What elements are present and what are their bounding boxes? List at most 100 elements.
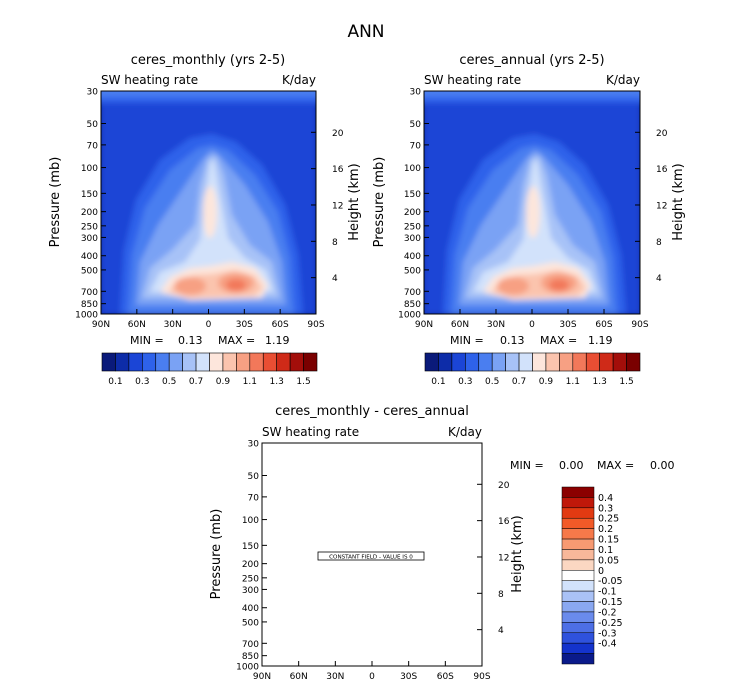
colorbar-swatch xyxy=(222,352,237,372)
min-label: MIN = xyxy=(450,334,484,347)
colorbar-swatch xyxy=(572,352,587,372)
panel-units-label: K/day xyxy=(606,73,640,87)
colorbar-label: 0.7 xyxy=(512,377,526,387)
field-band-level-13 xyxy=(549,279,569,291)
panel-left-label: SW heating rate xyxy=(424,73,521,87)
field-band-level-11 xyxy=(497,277,529,295)
colorbar-swatch xyxy=(518,352,533,372)
colorbar-label: 0.1 xyxy=(598,545,613,556)
height-tick-label: 8 xyxy=(332,238,338,248)
y-tick-label: 100 xyxy=(242,516,259,526)
y-tick-label: 700 xyxy=(242,640,259,650)
colorbar-swatch xyxy=(561,559,595,571)
height-tick-label: 4 xyxy=(498,626,504,636)
y-tick-label: 300 xyxy=(404,234,421,244)
x-axis-latitude: 90N 60N 30N 0 30S 60S 90S xyxy=(92,309,325,330)
panel-units-label: K/day xyxy=(282,73,316,87)
colorbar-swatch xyxy=(561,642,595,654)
y-tick-label: 50 xyxy=(87,120,99,130)
field-band-upper-layer xyxy=(424,97,640,103)
colorbar-label: 0.3 xyxy=(598,503,613,514)
y-tick-label: 50 xyxy=(248,472,260,482)
colorbar-label: 1.5 xyxy=(296,377,310,387)
colorbar-label: -0.1 xyxy=(598,587,617,598)
height-tick-label: 8 xyxy=(498,590,504,600)
colorbar-swatch xyxy=(262,352,277,372)
y-axis-height: 20 16 12 8 4 xyxy=(311,129,344,284)
y-tick-label: 30 xyxy=(87,88,99,98)
colorbar-swatch xyxy=(599,352,614,372)
colorbar-swatch xyxy=(438,352,453,372)
colorbar-label: 0.7 xyxy=(189,377,203,387)
y-tick-label: 1000 xyxy=(236,663,259,673)
colorbar-label: 0.25 xyxy=(598,514,619,525)
colorbar-swatch xyxy=(561,517,595,529)
y-tick-label: 850 xyxy=(81,300,98,310)
colorbar-swatch xyxy=(561,580,595,592)
x-tick-label: 30N xyxy=(164,320,182,330)
x-tick-label: 90N xyxy=(253,672,271,682)
y-tick-label: 700 xyxy=(81,288,98,298)
colorbar: 0.1 0.3 0.5 0.7 0.9 1.1 1.3 1.5 xyxy=(101,352,318,387)
x-tick-label: 60N xyxy=(290,672,308,682)
colorbar-swatch xyxy=(561,486,595,498)
panel-title: ceres_annual (yrs 2-5) xyxy=(459,53,604,68)
colorbar-label: 0.2 xyxy=(598,524,613,535)
height-tick-label: 16 xyxy=(656,165,668,175)
colorbar-swatch xyxy=(561,590,595,602)
colorbar-swatch xyxy=(101,352,116,372)
y-tick-label: 70 xyxy=(87,141,99,151)
colorbar-swatch xyxy=(465,352,480,372)
y-tick-label: 200 xyxy=(81,208,98,218)
y-axis-right-label: Height (km) xyxy=(510,515,525,592)
colorbar-swatch xyxy=(561,632,595,644)
field-band-level-11 xyxy=(174,277,206,295)
y-tick-label: 250 xyxy=(242,574,259,584)
height-tick-label: 20 xyxy=(332,129,344,139)
x-tick-label: 30S xyxy=(400,672,417,682)
colorbar-label: 0.3 xyxy=(135,377,149,387)
panel-ceres-monthly: ceres_monthly (yrs 2-5) SW heating rate … xyxy=(48,53,362,387)
colorbar-swatch xyxy=(561,538,595,550)
heatmap-field xyxy=(424,91,640,314)
x-tick-label: 30S xyxy=(559,320,576,330)
colorbar-vertical: 0.40.30.250.20.150.10.050-0.05-0.1-0.15-… xyxy=(561,486,623,665)
colorbar-swatch xyxy=(559,352,574,372)
colorbar-swatch xyxy=(276,352,291,372)
panel-units-label: K/day xyxy=(448,425,482,439)
field-band-level-8 xyxy=(203,186,217,238)
colorbar-label: -0.4 xyxy=(598,639,617,650)
x-tick-label: 90N xyxy=(92,320,110,330)
panel-title: ceres_monthly (yrs 2-5) xyxy=(131,53,285,68)
x-tick-label: 0 xyxy=(369,672,375,682)
x-tick-label: 60N xyxy=(451,320,469,330)
y-tick-label: 70 xyxy=(410,141,422,151)
x-tick-label: 90S xyxy=(473,672,490,682)
colorbar-swatch xyxy=(561,497,595,509)
y-tick-label: 300 xyxy=(242,586,259,596)
y-tick-label: 400 xyxy=(242,604,259,614)
colorbar-swatch xyxy=(195,352,210,372)
field-band-stratosphere xyxy=(101,91,316,97)
min-label: MIN = xyxy=(130,334,164,347)
colorbar-swatch xyxy=(303,352,318,372)
x-axis-latitude: 90N 60N 30N 0 30S 60S 90S xyxy=(253,661,491,682)
y-tick-label: 1000 xyxy=(398,311,421,321)
colorbar-label: 0.1 xyxy=(108,377,122,387)
y-tick-label: 1000 xyxy=(75,311,98,321)
height-tick-label: 8 xyxy=(656,238,662,248)
colorbar-label: 0.3 xyxy=(458,377,472,387)
colorbar-label: 0.05 xyxy=(598,555,619,566)
height-tick-label: 16 xyxy=(332,165,344,175)
height-tick-label: 20 xyxy=(498,481,510,491)
colorbar-swatch xyxy=(561,622,595,634)
panel-left-label: SW heating rate xyxy=(262,425,359,439)
y-tick-label: 200 xyxy=(404,208,421,218)
colorbar-swatch xyxy=(155,352,170,372)
colorbar-label: 1.1 xyxy=(566,377,580,387)
y-axis-height: 20 16 12 8 4 xyxy=(477,481,510,636)
colorbar-label: -0.05 xyxy=(598,576,623,587)
y-tick-label: 150 xyxy=(404,190,421,200)
